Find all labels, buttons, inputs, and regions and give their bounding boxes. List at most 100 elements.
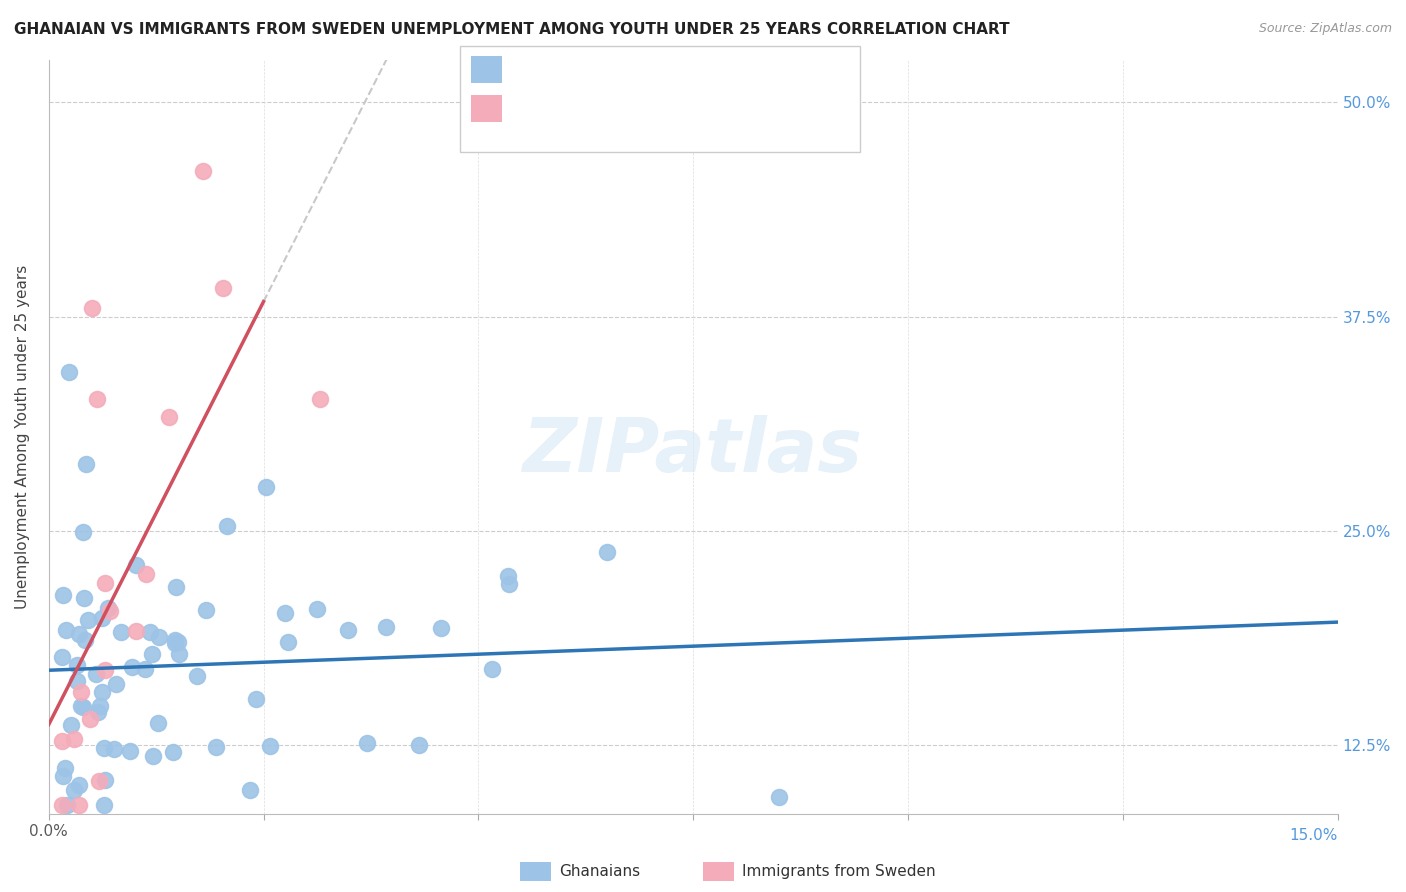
Point bbox=[139, 625, 162, 640]
Point bbox=[87, 773, 110, 788]
Point bbox=[94, 772, 117, 787]
Point bbox=[169, 647, 191, 661]
Text: Immigrants from Sweden: Immigrants from Sweden bbox=[742, 864, 936, 879]
Point bbox=[75, 633, 97, 648]
Point bbox=[125, 558, 148, 572]
Point bbox=[259, 739, 281, 753]
Point bbox=[148, 630, 170, 644]
Point bbox=[277, 634, 299, 648]
Point bbox=[63, 783, 86, 797]
Point bbox=[121, 660, 143, 674]
Point bbox=[73, 591, 96, 606]
Point bbox=[51, 649, 73, 664]
Point bbox=[134, 662, 156, 676]
Point bbox=[481, 663, 503, 677]
Point bbox=[55, 623, 77, 637]
Point bbox=[51, 734, 73, 748]
Point bbox=[496, 569, 519, 583]
Text: GHANAIAN VS IMMIGRANTS FROM SWEDEN UNEMPLOYMENT AMONG YOUTH UNDER 25 YEARS CORRE: GHANAIAN VS IMMIGRANTS FROM SWEDEN UNEMP… bbox=[14, 22, 1010, 37]
Point bbox=[100, 604, 122, 618]
Point bbox=[69, 685, 91, 699]
Point bbox=[254, 480, 277, 494]
Point bbox=[193, 164, 215, 178]
Point bbox=[66, 673, 89, 688]
Point bbox=[135, 567, 157, 582]
Point bbox=[336, 623, 359, 637]
Point bbox=[79, 712, 101, 726]
Point bbox=[52, 588, 75, 602]
Point bbox=[374, 620, 396, 634]
Point bbox=[596, 544, 619, 558]
Point bbox=[84, 666, 107, 681]
Point bbox=[67, 778, 90, 792]
Point bbox=[186, 669, 208, 683]
Point bbox=[162, 745, 184, 759]
Text: ZIPatlas: ZIPatlas bbox=[523, 416, 863, 488]
Point bbox=[274, 607, 297, 621]
Point bbox=[356, 736, 378, 750]
Text: R =: R = bbox=[510, 60, 547, 78]
Point bbox=[211, 281, 233, 295]
Text: Source: ZipAtlas.com: Source: ZipAtlas.com bbox=[1258, 22, 1392, 36]
Point bbox=[498, 576, 520, 591]
Point bbox=[66, 657, 89, 672]
Point bbox=[165, 580, 187, 594]
Text: 15.0%: 15.0% bbox=[1289, 828, 1337, 843]
Y-axis label: Unemployment Among Youth under 25 years: Unemployment Among Youth under 25 years bbox=[15, 265, 30, 609]
Point bbox=[245, 692, 267, 706]
Point bbox=[90, 685, 112, 699]
Point bbox=[97, 600, 120, 615]
Point bbox=[157, 409, 180, 424]
Point bbox=[80, 301, 103, 315]
Point bbox=[408, 738, 430, 752]
Point bbox=[51, 798, 73, 813]
Text: 0.085: 0.085 bbox=[553, 60, 600, 78]
Point bbox=[120, 744, 142, 758]
Point bbox=[768, 789, 790, 804]
Point bbox=[148, 715, 170, 730]
Point bbox=[87, 705, 110, 719]
Point bbox=[429, 621, 451, 635]
Point bbox=[215, 519, 238, 533]
Text: Ghanaians: Ghanaians bbox=[560, 864, 641, 879]
Point bbox=[141, 647, 163, 661]
Point bbox=[124, 624, 146, 638]
Point bbox=[305, 602, 328, 616]
Point bbox=[90, 611, 112, 625]
Point bbox=[53, 761, 76, 775]
Point bbox=[94, 576, 117, 591]
Point bbox=[308, 392, 330, 407]
Point bbox=[56, 798, 79, 813]
Text: 68: 68 bbox=[679, 60, 700, 78]
Point bbox=[63, 731, 86, 746]
Text: 18: 18 bbox=[679, 99, 700, 117]
Point bbox=[89, 698, 111, 713]
Point bbox=[86, 392, 108, 406]
Point bbox=[167, 635, 190, 649]
Point bbox=[75, 457, 97, 471]
Point bbox=[59, 717, 82, 731]
Text: 0.459: 0.459 bbox=[553, 99, 600, 117]
Point bbox=[70, 698, 93, 713]
Text: R =: R = bbox=[510, 99, 547, 117]
Point bbox=[163, 636, 186, 650]
Point bbox=[77, 613, 100, 627]
Point bbox=[142, 749, 165, 764]
Point bbox=[194, 603, 217, 617]
Point bbox=[67, 626, 90, 640]
Text: N =: N = bbox=[619, 99, 666, 117]
Point bbox=[205, 739, 228, 754]
Point bbox=[163, 632, 186, 647]
Point bbox=[93, 798, 115, 813]
Point bbox=[105, 677, 128, 691]
Point bbox=[103, 741, 125, 756]
Point bbox=[239, 783, 262, 797]
Point bbox=[110, 624, 132, 639]
Point bbox=[72, 700, 94, 714]
Point bbox=[72, 524, 94, 539]
Point bbox=[67, 798, 90, 813]
Point bbox=[58, 365, 80, 379]
Point bbox=[94, 663, 117, 677]
Point bbox=[52, 769, 75, 783]
Point bbox=[93, 740, 115, 755]
